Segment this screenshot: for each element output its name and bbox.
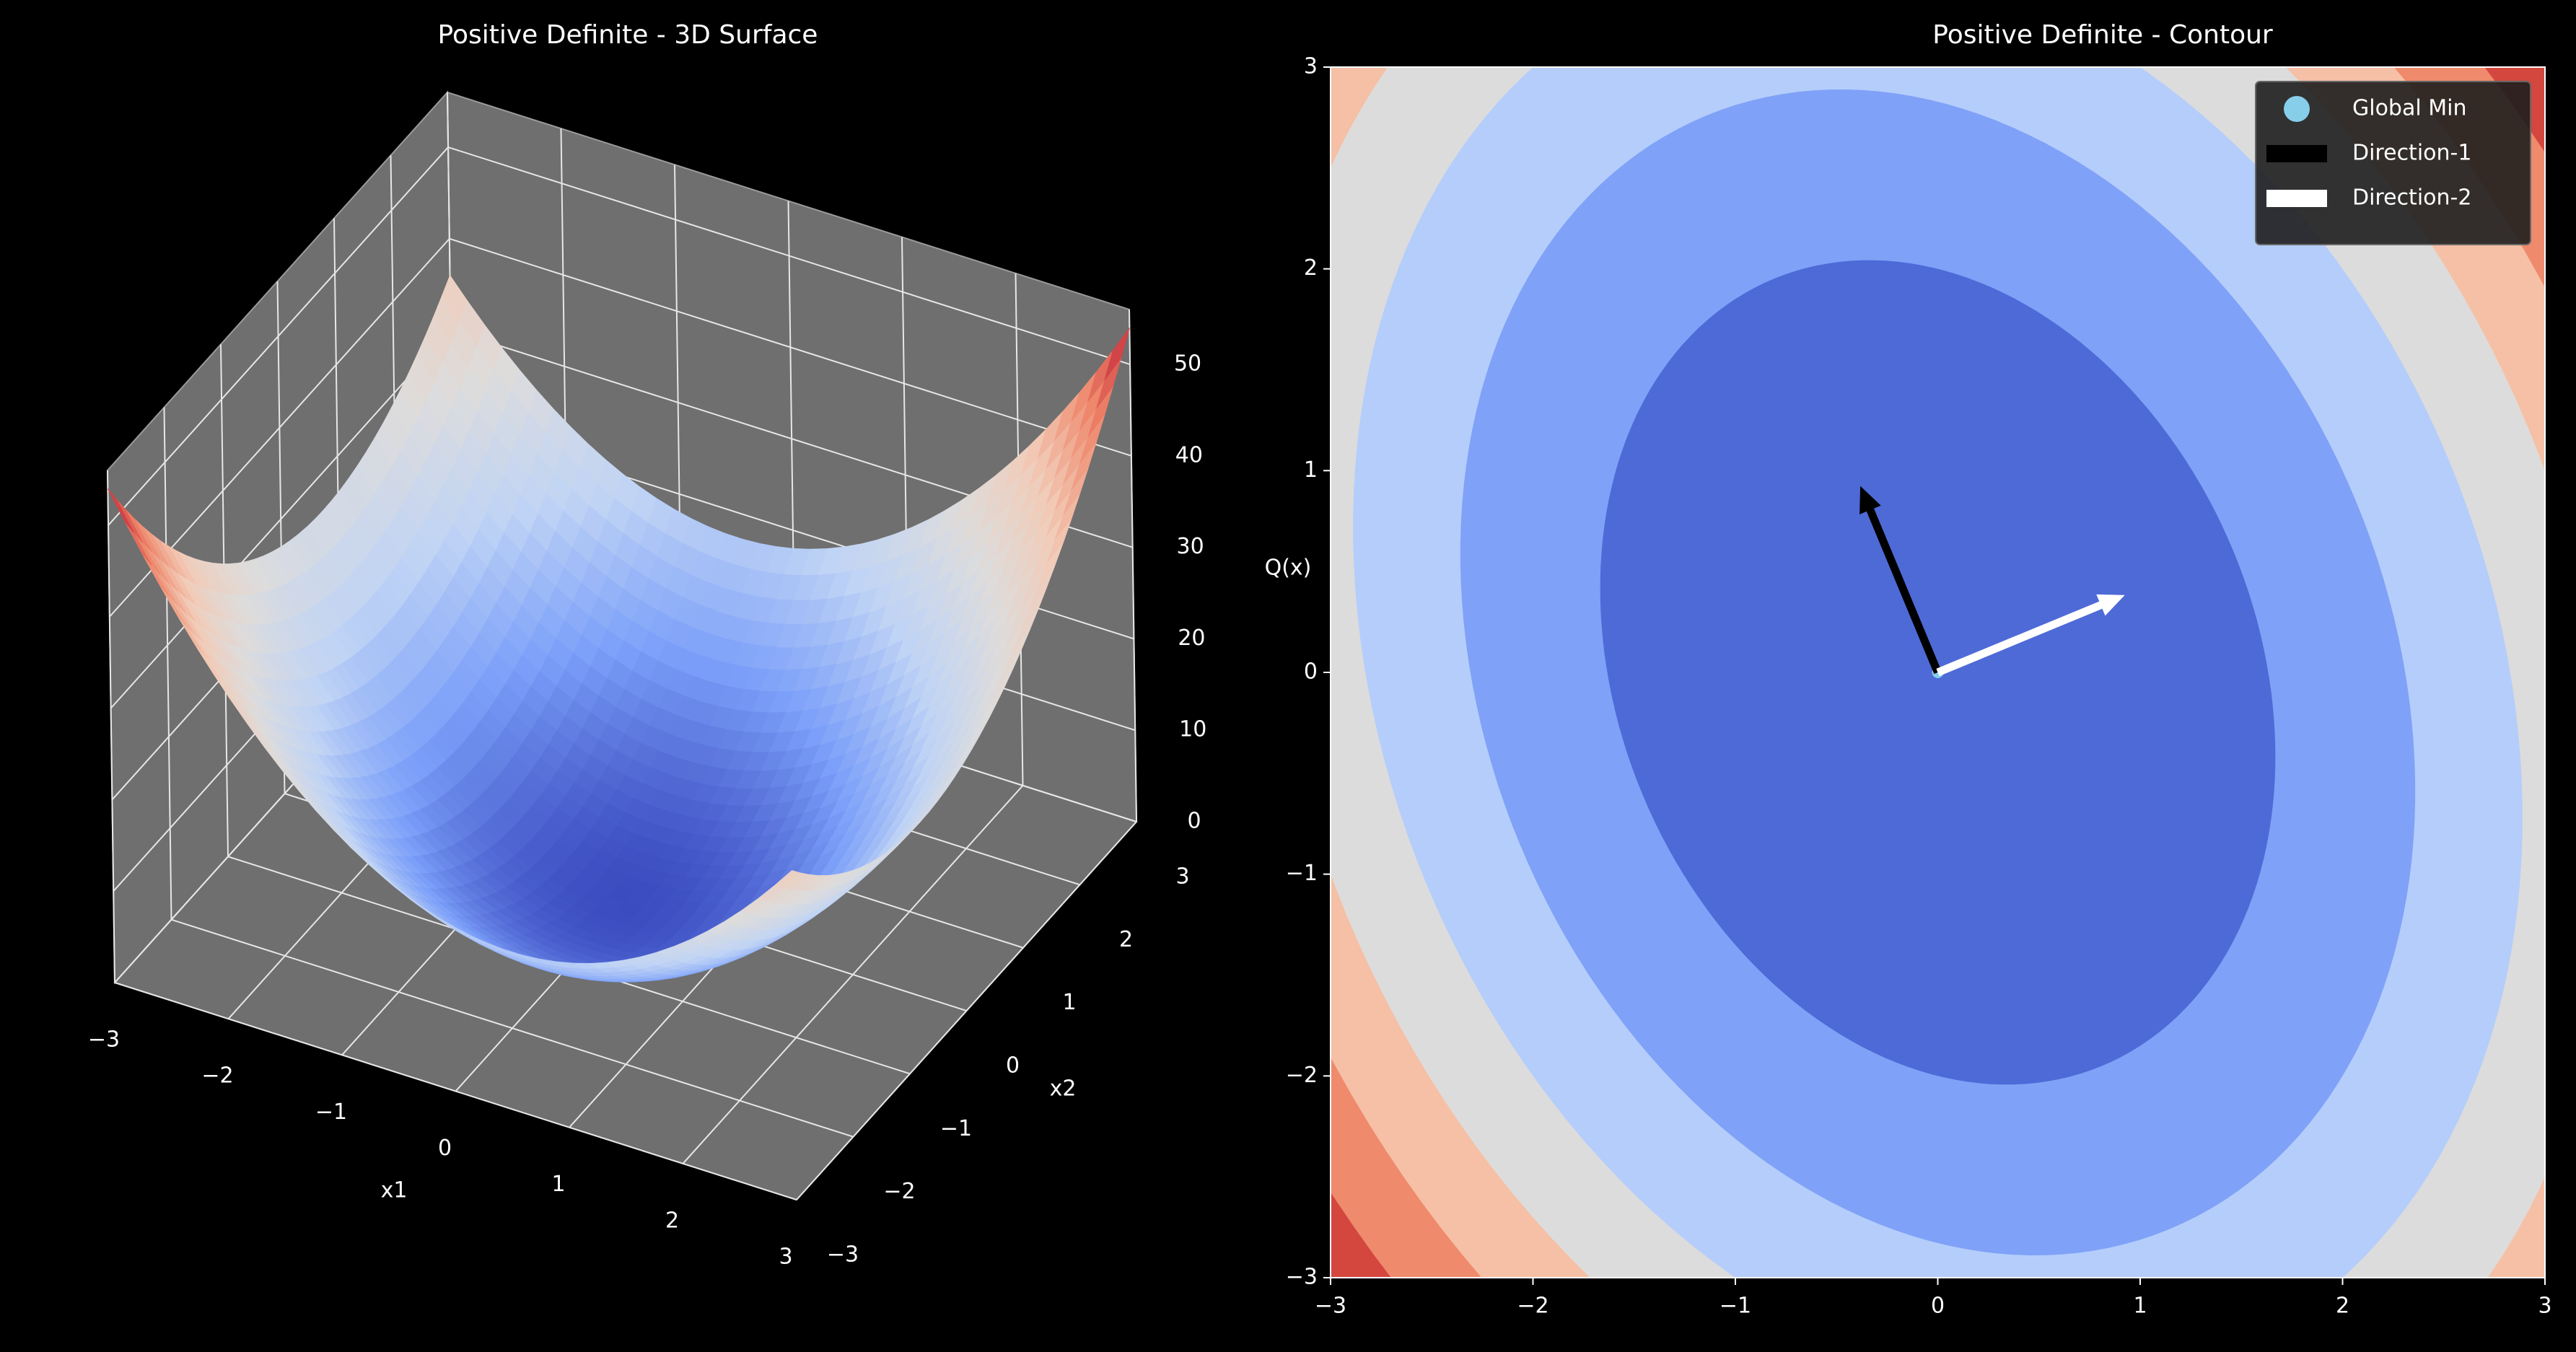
x-tick-label: 0 xyxy=(1931,1294,1945,1319)
grid-line xyxy=(108,146,449,526)
legend-label: Direction-2 xyxy=(2352,185,2471,211)
y-tick-label: 2 xyxy=(1304,255,1318,281)
y-tick-label: 3 xyxy=(1175,864,1189,890)
surface-patch xyxy=(1104,328,1130,380)
surface xyxy=(108,274,1130,983)
y-axis-label: x2 xyxy=(1050,1076,1077,1102)
x-tick-label: 0 xyxy=(438,1136,452,1161)
z-tick-label: 20 xyxy=(1178,625,1205,651)
y-tick-label: −3 xyxy=(1286,1265,1318,1290)
y-tick-label: 2 xyxy=(1119,927,1133,952)
legend-label: Direction-1 xyxy=(2352,141,2471,166)
z-tick-label: 30 xyxy=(1177,534,1204,559)
chart-title: Positive Definite - 3D Surface xyxy=(438,20,818,50)
grid-line xyxy=(449,237,1132,457)
grid-line xyxy=(447,146,1131,366)
z-tick-label: 0 xyxy=(1187,809,1201,834)
surface-patch xyxy=(108,488,135,533)
grid-line xyxy=(163,407,172,920)
y-tick-label: −1 xyxy=(940,1116,972,1141)
y-tick-label: 1 xyxy=(1062,990,1076,1015)
direction-arrow xyxy=(1859,486,1942,675)
x-tick-label: −1 xyxy=(1719,1294,1751,1319)
legend: Global Min Direction-1 Direction-2 xyxy=(2255,81,2531,245)
legend-label: Global Min xyxy=(2352,96,2466,121)
x-tick-label: 3 xyxy=(2538,1294,2551,1319)
grid-line xyxy=(107,470,115,983)
legend-marker xyxy=(2284,96,2310,122)
z-tick-label: 50 xyxy=(1174,351,1201,377)
z-tick-label: 40 xyxy=(1175,442,1203,468)
surface-patch xyxy=(774,870,802,888)
x-axis-label: x1 xyxy=(381,1178,408,1203)
grid-line xyxy=(171,918,854,1138)
legend-marker xyxy=(2266,190,2327,207)
x-tick-label: −3 xyxy=(1315,1294,1346,1319)
x-tick-label: 3 xyxy=(779,1245,792,1270)
z-tick-label: 10 xyxy=(1179,717,1206,742)
y-tick-label: −2 xyxy=(1286,1063,1318,1088)
grid-line xyxy=(114,982,797,1200)
y-tick-label: −1 xyxy=(1286,861,1318,886)
y-tick-label: −3 xyxy=(827,1242,859,1268)
grid-line xyxy=(110,329,452,709)
x-tick-label: −1 xyxy=(315,1099,347,1125)
x-tick-label: −3 xyxy=(88,1027,120,1053)
grid-line xyxy=(1129,309,1137,822)
chart-title: Positive Definite - Contour xyxy=(1932,20,2273,50)
z-axis-label: Q(x) xyxy=(1265,556,1312,581)
x-tick-label: −2 xyxy=(1517,1294,1548,1319)
x-tick-label: 2 xyxy=(2336,1294,2349,1319)
y-tick-label: 0 xyxy=(1304,659,1318,685)
y-tick-label: 1 xyxy=(1304,457,1318,483)
direction-arrow xyxy=(1936,594,2125,677)
y-tick-label: 0 xyxy=(1006,1053,1020,1079)
x-tick-label: −2 xyxy=(201,1063,233,1089)
x-tick-label: 1 xyxy=(551,1172,565,1197)
legend-marker xyxy=(2266,145,2327,162)
x-tick-label: 2 xyxy=(665,1208,679,1233)
y-tick-label: −2 xyxy=(883,1179,915,1204)
x-tick-label: 1 xyxy=(2133,1294,2147,1319)
y-tick-label: 3 xyxy=(1304,54,1318,79)
